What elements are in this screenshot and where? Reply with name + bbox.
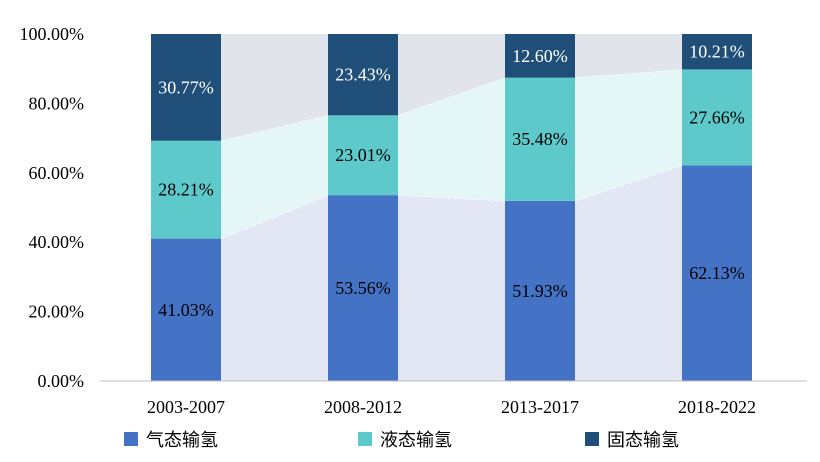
x-tick-label: 2013-2017 [501, 397, 579, 417]
y-tick-label: 100.00% [20, 24, 85, 44]
data-label: 10.21% [689, 42, 745, 62]
connector-1-2 [398, 195, 505, 381]
connector-2-1 [221, 115, 328, 239]
bar-segment [682, 34, 752, 70]
y-tick-label: 20.00% [29, 302, 85, 322]
x-axis: 2003-2007 2008-2012 2013-2017 2018-2022 [147, 397, 756, 417]
legend-label: 气态输氢 [146, 430, 218, 451]
data-label: 41.03% [158, 300, 214, 320]
data-label: 62.13% [689, 263, 745, 283]
legend-label: 固态输氢 [607, 430, 679, 451]
connector-areas [220, 34, 683, 381]
legend-item: 固态输氢 [585, 426, 679, 452]
connector-3-1 [221, 34, 328, 141]
x-tick-label: 2018-2022 [678, 397, 756, 417]
legend-swatch [358, 432, 372, 446]
data-label: 23.43% [335, 65, 391, 85]
legend-swatch [585, 432, 599, 446]
bar-segment [682, 69, 752, 166]
legend-swatch [124, 432, 138, 446]
data-label: 27.66% [689, 107, 745, 127]
bar-segment [682, 165, 752, 381]
data-label: 23.01% [335, 145, 391, 165]
x-tick-label: 2008-2012 [324, 397, 402, 417]
bar-segment [151, 34, 221, 141]
bar-segment [505, 77, 575, 201]
legend: 气态输氢 液态输氢 固态输氢 [0, 424, 820, 454]
bar-segment [328, 34, 398, 116]
bar-segment [151, 140, 221, 239]
data-label: 53.56% [335, 278, 391, 298]
y-axis: 0.00% 20.00% 40.00% 60.00% 80.00% 100.00% [20, 24, 85, 391]
bar-segment [151, 238, 221, 381]
data-label: 30.77% [158, 77, 214, 97]
data-label: 12.60% [512, 46, 568, 66]
connector-1-3 [575, 165, 682, 381]
bar-segment [328, 115, 398, 196]
connector-1-1 [221, 195, 328, 381]
connector-3-3 [575, 34, 682, 78]
legend-item: 液态输氢 [358, 426, 452, 452]
connector-2-2 [398, 77, 505, 201]
y-tick-label: 60.00% [29, 163, 85, 183]
bar-segment [328, 195, 398, 381]
legend-item: 气态输氢 [124, 426, 218, 452]
data-label: 51.93% [512, 281, 568, 301]
bars: 41.03% 28.21% 30.77% 53.56% 23.01% 23.43% 51.9… [151, 34, 752, 381]
y-tick-label: 0.00% [38, 371, 85, 391]
bar-segment [505, 200, 575, 381]
data-label: 28.21% [158, 180, 214, 200]
connector-boundary-line [397, 77, 506, 116]
y-tick-label: 80.00% [29, 93, 85, 113]
legend-label: 液态输氢 [380, 430, 452, 451]
connector-3-2 [398, 34, 505, 116]
y-tick-label: 40.00% [29, 232, 85, 252]
data-label: 35.48% [512, 129, 568, 149]
bar-segment [505, 34, 575, 78]
connector-2-3 [575, 69, 682, 201]
x-tick-label: 2003-2007 [147, 397, 225, 417]
